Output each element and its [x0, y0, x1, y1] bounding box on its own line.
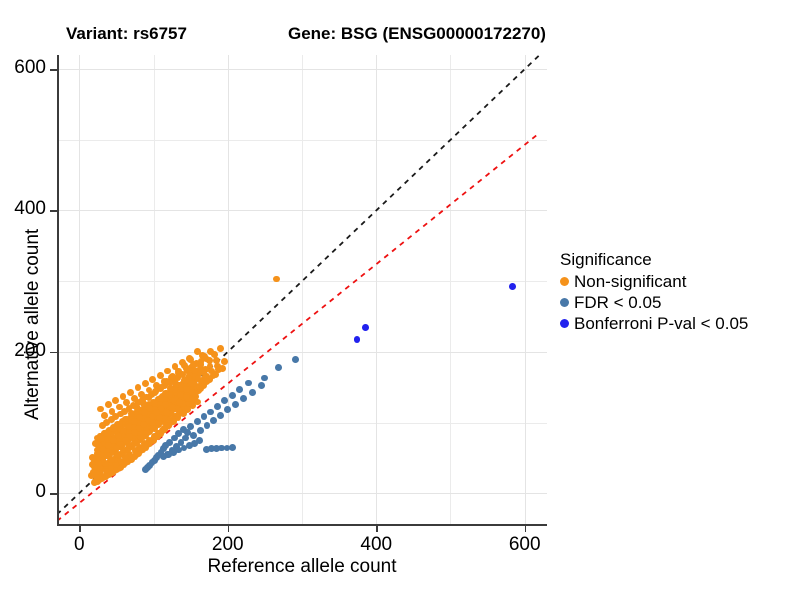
y-axis-tick-label: 200 [14, 339, 46, 361]
x-axis-title: Reference allele count [207, 556, 397, 577]
gridline-horizontal [57, 422, 547, 424]
legend-item[interactable]: Non-significant [560, 271, 800, 292]
legend-item-label: FDR < 0.05 [574, 292, 662, 312]
legend-dot-icon [560, 298, 569, 307]
gridline-horizontal [57, 69, 547, 71]
y-axis-tick-label: 0 [35, 481, 46, 503]
gridline-horizontal [57, 351, 547, 353]
x-axis-line [57, 524, 547, 526]
x-axis-tick-label: 600 [508, 534, 541, 555]
identity-line [57, 55, 541, 516]
gridline-horizontal [57, 139, 547, 141]
legend-items: Non-significant FDR < 0.05 Bonferroni P-va… [560, 271, 800, 334]
gene-title: Gene: BSG (ENSG00000172270) [288, 24, 546, 43]
y-axis-tick [50, 69, 57, 71]
gridline-vertical [153, 55, 155, 525]
gridline-horizontal [57, 210, 547, 212]
gridline-horizontal [57, 493, 547, 495]
x-axis-tick [524, 525, 527, 532]
y-axis-tick [50, 210, 57, 212]
gridline-vertical [227, 55, 229, 525]
legend-title: Significance [560, 250, 652, 269]
plot-panel [57, 55, 547, 525]
fit-line [57, 132, 541, 522]
x-axis-tick-label: 0 [73, 534, 85, 555]
y-axis-tick-label: 400 [14, 198, 46, 220]
y-axis-tick-label: 600 [14, 57, 46, 79]
legend-item[interactable]: FDR < 0.05 [560, 292, 800, 313]
legend-dot-icon [560, 319, 569, 328]
y-axis-tick [50, 493, 57, 495]
x-axis-tick [227, 525, 230, 532]
y-axis-line [57, 55, 59, 525]
legend-item-label: Bonferroni P-val < 0.05 [574, 313, 749, 333]
variant-title: Variant: rs6757 [66, 24, 187, 43]
gridline-vertical [450, 55, 452, 525]
x-axis-tick-label: 400 [360, 534, 393, 555]
reference-lines [57, 55, 541, 522]
legend-item[interactable]: Bonferroni P-val < 0.05 [560, 313, 800, 334]
legend-item-label: Non-significant [574, 271, 687, 291]
x-axis-tick-label: 200 [211, 534, 244, 555]
y-axis-tick [50, 351, 57, 354]
gridline-vertical [79, 55, 81, 525]
legend-dot-icon [560, 277, 569, 286]
gridline-vertical [376, 55, 378, 525]
gridline-vertical [524, 55, 526, 525]
gridline-vertical [302, 55, 303, 525]
legend: Significance Non-significant FDR < 0.05 Bo… [560, 250, 800, 334]
y-axis-title: Alternative allele count [22, 228, 43, 420]
x-axis-tick [79, 525, 81, 532]
gridline-horizontal [57, 281, 547, 283]
x-axis-tick [376, 525, 378, 532]
